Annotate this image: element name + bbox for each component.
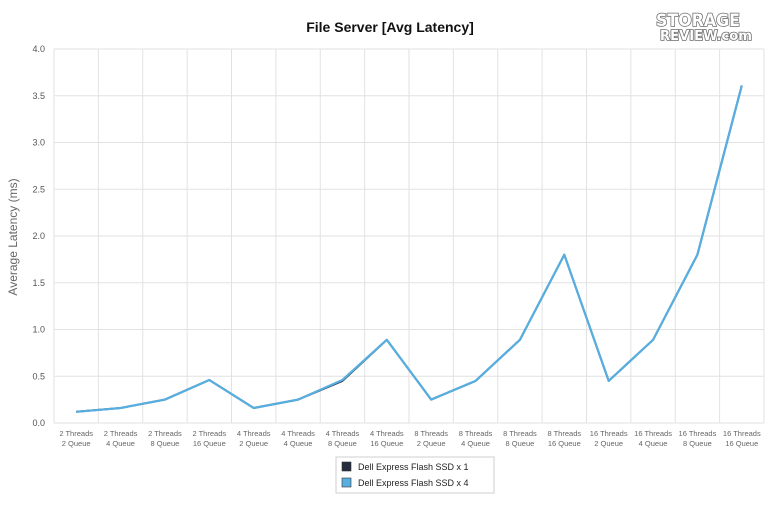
legend: Dell Express Flash SSD x 1 Dell Express F… <box>335 456 495 494</box>
legend-label-2: Dell Express Flash SSD x 4 <box>358 478 469 488</box>
x-tick-label-queue: 16 Queue <box>370 439 403 448</box>
x-tick-label-queue: 2 Queue <box>239 439 268 448</box>
x-tick-label-threads: 2 Threads <box>192 429 226 438</box>
x-tick-label-queue: 2 Queue <box>62 439 91 448</box>
y-axis-ticks: 0.0 0.5 1.0 1.5 2.0 2.5 3.0 3.5 4.0 <box>32 44 45 428</box>
x-tick-label-queue: 2 Queue <box>417 439 446 448</box>
storage-review-logo: STORAGE REVIEW.com <box>655 10 753 45</box>
x-tick-label-queue: 4 Queue <box>284 439 313 448</box>
y-tick-label: 0.0 <box>32 418 45 428</box>
logo-line2: REVIEW.com <box>660 29 752 44</box>
x-tick-label-queue: 4 Queue <box>461 439 490 448</box>
chart-title: File Server [Avg Latency] <box>306 19 474 35</box>
x-tick-label-threads: 16 Threads <box>634 429 672 438</box>
y-tick-label: 3.0 <box>32 138 45 148</box>
x-tick-label-threads: 2 Threads <box>104 429 138 438</box>
x-tick-label-threads: 8 Threads <box>414 429 448 438</box>
legend-label-1: Dell Express Flash SSD x 1 <box>358 462 469 472</box>
x-tick-label-threads: 4 Threads <box>237 429 271 438</box>
y-tick-label: 1.5 <box>32 278 45 288</box>
y-tick-label: 2.5 <box>32 184 45 194</box>
x-tick-label-threads: 4 Threads <box>370 429 404 438</box>
x-tick-label-queue: 16 Queue <box>725 439 758 448</box>
x-tick-label-threads: 2 Threads <box>148 429 182 438</box>
x-tick-label-threads: 2 Threads <box>59 429 93 438</box>
legend-swatch-2 <box>341 477 352 488</box>
y-axis-label: Average Latency (ms) <box>6 178 20 295</box>
x-tick-label-threads: 16 Threads <box>590 429 628 438</box>
x-tick-label-queue: 2 Queue <box>594 439 623 448</box>
x-tick-label-queue: 4 Queue <box>106 439 135 448</box>
y-tick-label: 3.5 <box>32 91 45 101</box>
x-tick-label-threads: 4 Threads <box>326 429 360 438</box>
logo-line1: STORAGE <box>656 11 740 31</box>
x-tick-label-threads: 16 Threads <box>679 429 717 438</box>
x-tick-label-queue: 16 Queue <box>193 439 226 448</box>
x-tick-label-queue: 8 Queue <box>151 439 180 448</box>
y-tick-label: 4.0 <box>32 44 45 54</box>
x-tick-label-threads: 8 Threads <box>547 429 581 438</box>
x-tick-label-queue: 4 Queue <box>639 439 668 448</box>
x-tick-label-queue: 8 Queue <box>328 439 357 448</box>
x-tick-label-threads: 4 Threads <box>281 429 315 438</box>
y-tick-label: 1.0 <box>32 325 45 335</box>
series-line-2 <box>76 85 743 413</box>
legend-swatch-1 <box>341 461 352 472</box>
y-tick-label: 0.5 <box>32 371 45 381</box>
x-tick-label-queue: 8 Queue <box>506 439 535 448</box>
legend-box <box>335 456 495 494</box>
x-tick-label-queue: 16 Queue <box>548 439 581 448</box>
x-tick-label-threads: 8 Threads <box>459 429 493 438</box>
series-lines <box>76 85 743 413</box>
grid <box>53 48 765 424</box>
y-tick-label: 2.0 <box>32 231 45 241</box>
x-tick-label-threads: 16 Threads <box>723 429 761 438</box>
x-tick-label-queue: 8 Queue <box>683 439 712 448</box>
x-tick-label-threads: 8 Threads <box>503 429 537 438</box>
